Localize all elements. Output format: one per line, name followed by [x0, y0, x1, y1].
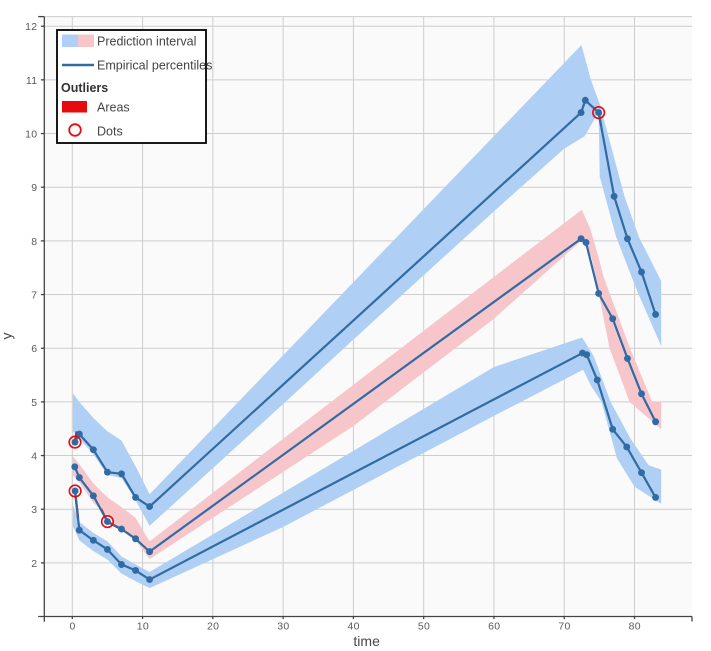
svg-text:40: 40 — [348, 620, 360, 632]
svg-text:12: 12 — [25, 21, 37, 33]
svg-text:70: 70 — [558, 620, 570, 632]
svg-text:60: 60 — [488, 620, 500, 632]
svg-text:30: 30 — [277, 620, 289, 632]
svg-text:Prediction interval: Prediction interval — [97, 35, 196, 49]
svg-text:10: 10 — [25, 128, 37, 140]
svg-text:Areas: Areas — [97, 101, 130, 115]
svg-text:50: 50 — [418, 620, 430, 632]
svg-text:Outliers: Outliers — [61, 81, 108, 95]
svg-text:20: 20 — [207, 620, 219, 632]
svg-text:2: 2 — [31, 558, 37, 570]
svg-text:time: time — [353, 633, 380, 649]
svg-text:0: 0 — [70, 620, 76, 632]
svg-text:5: 5 — [31, 397, 37, 409]
svg-text:Empirical percentiles: Empirical percentiles — [97, 59, 212, 73]
svg-text:7: 7 — [31, 289, 37, 301]
svg-text:Dots: Dots — [97, 125, 123, 139]
svg-text:6: 6 — [31, 343, 37, 355]
svg-text:80: 80 — [629, 620, 641, 632]
svg-text:3: 3 — [31, 504, 37, 516]
svg-text:8: 8 — [31, 236, 37, 248]
svg-text:9: 9 — [31, 182, 37, 194]
svg-text:10: 10 — [137, 620, 149, 632]
svg-text:11: 11 — [26, 75, 38, 87]
svg-text:4: 4 — [31, 450, 37, 462]
svg-text:y: y — [0, 333, 15, 340]
